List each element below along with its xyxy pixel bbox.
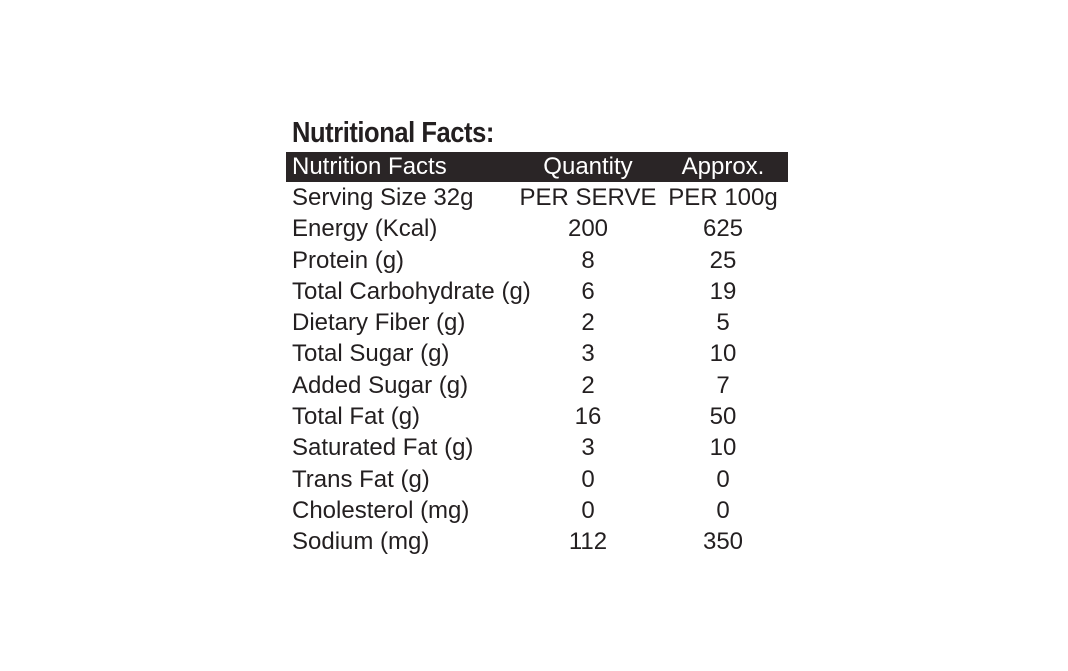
nutrient-name: Trans Fat (g) [292,465,430,493]
table-row: Protein (g) 8 25 [286,245,788,276]
nutrient-name: Total Sugar (g) [292,340,450,368]
per-serve-value: 16 [574,403,602,431]
nutrition-table: Nutrition Facts Quantity Approx. Serving… [286,152,788,558]
per-serve-value: 3 [581,340,595,368]
per-100g-value: 350 [702,528,744,556]
nutrient-name: Serving Size 32g [292,184,474,211]
table-row: Total Carbohydrate (g) 6 19 [286,276,788,307]
table-header-row: Nutrition Facts Quantity Approx. [286,152,788,182]
table-row: Dietary Fiber (g) 2 5 [286,307,788,338]
section-title: Nutritional Facts: [292,117,494,149]
nutrient-name: Total Fat (g) [292,403,421,431]
per-100g-value: 50 [709,403,737,431]
per-serve-value: 2 [581,309,595,337]
header-quantity: Quantity [543,153,633,180]
per-100g-value: 625 [702,215,744,243]
nutrient-name: Dietary Fiber (g) [292,309,466,337]
per-100g-value: 25 [709,246,737,274]
nutrient-name: Added Sugar (g) [292,371,469,399]
per-serve-value: 3 [581,434,595,462]
table-row: Sodium (mg) 112 350 [286,526,788,557]
per-100g-value: 19 [709,277,737,305]
header-nutrition-facts: Nutrition Facts [292,153,447,180]
header-approx: Approx. [681,153,765,180]
per-100g-value: 7 [716,371,730,399]
table-row: Total Sugar (g) 3 10 [286,338,788,369]
table-row: Saturated Fat (g) 3 10 [286,432,788,463]
per-serve-value: 8 [581,246,595,274]
nutrient-name: Total Carbohydrate (g) [292,277,531,305]
nutrient-name: Cholesterol (mg) [292,496,470,524]
table-row: Trans Fat (g) 0 0 [286,464,788,495]
per-100g-value: 0 [716,496,730,524]
table-row: Cholesterol (mg) 0 0 [286,495,788,526]
nutrient-name: Sodium (mg) [292,528,430,556]
per-serve-value: 2 [581,371,595,399]
table-row: Added Sugar (g) 2 7 [286,370,788,401]
per-serve-value: 6 [581,277,595,305]
per-serve-value: 112 [568,528,608,556]
nutrient-name: Energy (Kcal) [292,215,438,243]
per-serve-value: 200 [567,215,609,243]
per-100g-value: 0 [716,465,730,493]
nutrition-panel: Nutritional Facts: Nutrition Facts Quant… [286,116,788,558]
nutrient-name: Saturated Fat (g) [292,434,474,462]
per-100g-value: 10 [709,434,737,462]
table-row: Serving Size 32g PER SERVE PER 100g [286,182,788,213]
per-100g-value: PER 100g [668,184,778,211]
table-row: Total Fat (g) 16 50 [286,401,788,432]
table-row: Energy (Kcal) 200 625 [286,213,788,244]
per-serve-value: 0 [581,465,595,493]
per-serve-value: PER SERVE [519,184,657,211]
per-100g-value: 10 [709,340,737,368]
per-serve-value: 0 [581,496,595,524]
per-100g-value: 5 [716,309,730,337]
nutrient-name: Protein (g) [292,246,405,274]
